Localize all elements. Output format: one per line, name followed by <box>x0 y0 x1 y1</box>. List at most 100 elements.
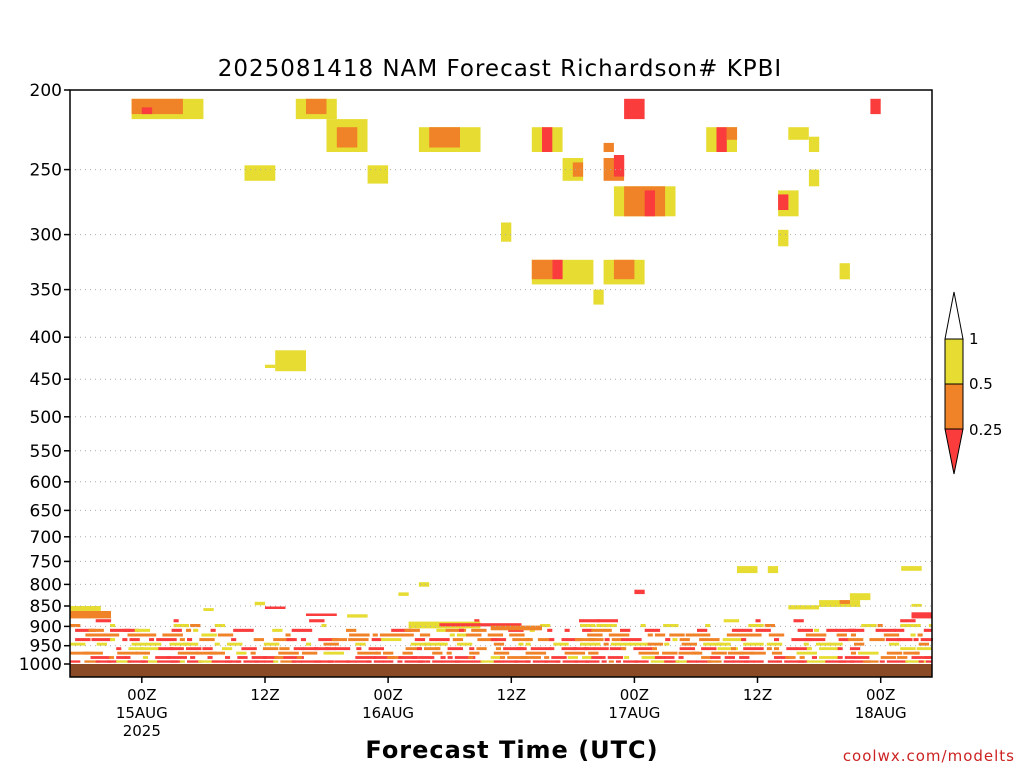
ri-cell <box>139 647 161 651</box>
ri-cell <box>348 638 369 642</box>
ri-cell <box>525 660 531 663</box>
ri-cell <box>850 651 856 655</box>
ri-cell <box>173 624 189 628</box>
ri-cell <box>837 656 843 659</box>
ri-cell <box>744 660 755 663</box>
ri-cell <box>785 656 796 659</box>
ri-cell <box>797 660 808 663</box>
ri-cell <box>651 647 657 651</box>
ri-cell <box>371 638 382 642</box>
ri-cell <box>144 651 150 655</box>
ri-cell <box>623 660 639 663</box>
ri-cell <box>886 660 908 663</box>
ri-cell <box>587 633 603 637</box>
ri-cell <box>95 660 112 663</box>
ri-cell <box>788 127 809 140</box>
ri-cell <box>327 660 333 663</box>
ri-cell <box>774 647 780 651</box>
ri-cell <box>432 651 443 655</box>
ri-cell <box>877 624 883 628</box>
ri-cell <box>691 651 703 655</box>
ri-cell <box>493 660 505 663</box>
y-tick-label: 600 <box>30 473 62 493</box>
ri-cell <box>730 647 736 651</box>
x-tick-label: 12Z <box>250 686 279 704</box>
ri-cell <box>525 638 531 642</box>
ri-cell <box>726 633 748 637</box>
ri-cell <box>607 656 624 659</box>
ri-cell <box>391 628 412 632</box>
ri-cell <box>707 660 718 663</box>
ri-cell <box>531 259 553 280</box>
ri-cell <box>675 660 691 663</box>
ri-cell <box>387 656 403 659</box>
ri-cell <box>314 647 330 651</box>
ri-cell <box>784 660 805 663</box>
ri-cell <box>621 647 627 651</box>
ri-cell <box>886 651 903 655</box>
ri-cell <box>869 638 885 642</box>
ri-cell <box>177 651 199 655</box>
ri-cell <box>186 647 202 651</box>
chart-title: 2025081418 NAM Forecast Richardson# KPBI <box>218 56 782 82</box>
ri-cell <box>207 656 213 659</box>
ri-cell <box>542 127 553 152</box>
ri-cell <box>507 656 528 659</box>
ri-cell <box>123 628 139 632</box>
ri-cell <box>190 624 201 628</box>
ri-cell <box>643 660 649 663</box>
ri-cell <box>429 127 460 148</box>
ri-cell <box>647 633 653 637</box>
ri-cell <box>731 628 753 632</box>
ri-cell <box>613 155 625 177</box>
ri-cell <box>594 660 600 663</box>
ri-cell <box>321 624 327 628</box>
ri-cell <box>70 651 91 655</box>
ri-cell <box>456 642 473 646</box>
ri-cell <box>179 638 185 642</box>
ri-cell <box>366 660 372 663</box>
ri-cell <box>445 628 467 632</box>
ri-cell <box>838 660 854 663</box>
ri-cell <box>490 625 542 631</box>
ri-cell <box>346 628 357 632</box>
ri-cell <box>911 612 932 619</box>
ri-cell <box>596 624 617 628</box>
ri-cell <box>211 660 233 663</box>
legend-swatch <box>944 338 964 385</box>
ri-cell <box>254 660 265 663</box>
ri-cell <box>750 651 766 655</box>
ri-cell <box>110 638 116 642</box>
ri-cell <box>169 642 190 646</box>
ri-cell <box>439 623 522 627</box>
ri-cell <box>811 656 817 659</box>
ri-cell <box>664 642 670 646</box>
ri-cell <box>858 651 879 655</box>
ri-cell <box>283 656 304 659</box>
ri-cell <box>697 628 708 632</box>
ri-cell <box>644 190 655 217</box>
ri-cell <box>532 660 549 663</box>
ri-cell <box>685 633 696 637</box>
ri-cell <box>900 619 916 623</box>
ri-cell <box>679 638 690 642</box>
ri-cell <box>591 628 612 632</box>
ri-cell <box>241 647 257 651</box>
ri-cell <box>432 660 443 663</box>
ri-cell <box>613 259 635 280</box>
ri-cell <box>849 647 861 651</box>
ri-cell <box>837 647 843 651</box>
legend-swatch <box>944 428 964 475</box>
ri-cell <box>549 647 555 651</box>
ri-cell <box>663 624 679 628</box>
ri-cell <box>582 628 593 632</box>
ri-cell <box>786 647 797 651</box>
ri-cell <box>75 628 96 632</box>
legend-swatch <box>944 383 964 430</box>
ri-cell <box>129 638 140 642</box>
ri-cell <box>493 651 510 655</box>
ri-cell <box>710 656 721 659</box>
ri-cell <box>156 638 177 642</box>
ri-cell <box>173 619 179 623</box>
ri-cell <box>474 619 480 623</box>
